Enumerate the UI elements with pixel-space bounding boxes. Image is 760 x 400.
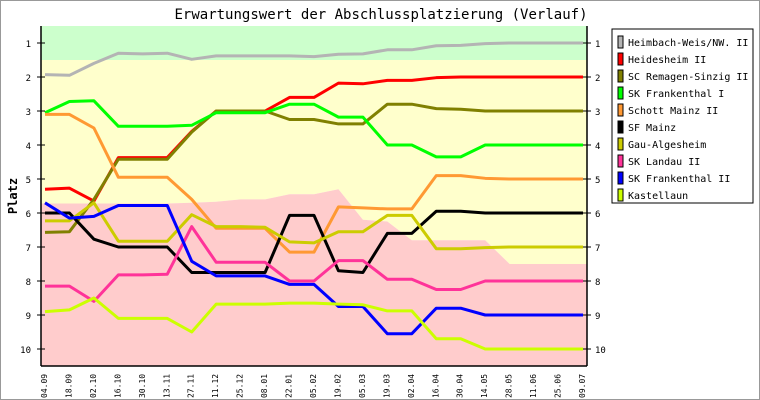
x-tick-label: 02.04 <box>407 374 416 398</box>
legend-swatch <box>617 69 624 83</box>
legend-swatch <box>617 154 624 168</box>
zone-midfield <box>41 60 587 264</box>
legend-swatch <box>617 35 624 49</box>
y-tick-label-left: 9 <box>26 312 31 322</box>
x-tick-label: 28.05 <box>505 374 514 398</box>
legend-label: SK Landau II <box>628 157 700 168</box>
series-line-4 <box>45 112 583 254</box>
legend-label: SK Frankenthal II <box>628 174 730 185</box>
series-line-0 <box>44 41 583 77</box>
x-tick-label: 02.10 <box>89 374 98 398</box>
x-tick-label: 11.06 <box>529 374 538 398</box>
y-tick-label-right: 4 <box>595 142 600 152</box>
y-tick-label-left: 10 <box>20 346 31 356</box>
series-line-8 <box>44 201 583 336</box>
series-line-1 <box>44 75 583 203</box>
legend-label: SC Remagen-Sinzig II <box>628 72 748 83</box>
x-tick-label: 04.09 <box>40 374 49 398</box>
legend-box <box>611 28 754 204</box>
legend-swatch <box>617 171 624 185</box>
x-tick-label: 13.11 <box>162 374 171 398</box>
legend-swatch <box>617 86 624 100</box>
legend-swatch <box>617 52 624 66</box>
x-tick-label: 30.04 <box>456 374 465 398</box>
y-tick-label-right: 2 <box>595 74 600 84</box>
y-tick-label-right: 10 <box>595 346 606 356</box>
y-tick-label-right: 8 <box>595 278 600 288</box>
x-tick-label: 16.04 <box>431 374 440 398</box>
legend-label: Heimbach-Weis/NW. II <box>628 38 748 49</box>
x-tick-label: 11.12 <box>211 374 220 398</box>
legend-label: SF Mainz <box>628 123 676 134</box>
x-tick-label: 09.07 <box>578 374 587 398</box>
series-line-2 <box>44 102 583 234</box>
x-tick-label: 22.01 <box>285 374 294 398</box>
legend-label: Schott Mainz II <box>628 106 718 117</box>
y-tick-label-right: 5 <box>595 176 600 186</box>
y-tick-label-right: 6 <box>595 210 600 220</box>
y-tick-label-right: 7 <box>595 244 600 254</box>
x-tick-label: 14.05 <box>480 374 489 398</box>
chart-title: Erwartungswert der Abschlussplatzierung … <box>174 7 587 23</box>
series-line-9 <box>44 296 583 351</box>
legend-swatch <box>617 188 624 202</box>
x-tick-label: 30.10 <box>138 374 147 398</box>
legend-swatch <box>617 137 624 151</box>
y-tick-label-left: 3 <box>26 108 31 118</box>
zone-relegation <box>41 189 587 366</box>
x-tick-label: 19.02 <box>333 374 342 398</box>
series-line-3 <box>44 99 583 159</box>
y-tick-label-left: 4 <box>26 142 31 152</box>
x-tick-label: 25.06 <box>554 374 563 398</box>
y-tick-label-right: 9 <box>595 312 600 322</box>
y-tick-label-left: 1 <box>26 40 31 50</box>
y-tick-label-left: 8 <box>26 278 31 288</box>
x-tick-label: 05.02 <box>309 374 318 398</box>
legend-label: Gau-Algesheim <box>628 140 706 151</box>
legend-label: Kastellaun <box>628 191 688 202</box>
x-tick-label: 27.11 <box>187 374 196 398</box>
legend-swatch <box>617 120 624 134</box>
y-tick-label-left: 7 <box>26 244 31 254</box>
legend-label: SK Frankenthal I <box>628 89 724 100</box>
y-tick-label-left: 5 <box>26 176 31 186</box>
series-line-5 <box>45 209 583 274</box>
y-tick-label-right: 3 <box>595 108 600 118</box>
y-tick-label-right: 1 <box>595 40 600 50</box>
y-tick-label-left: 2 <box>26 74 31 84</box>
zone-promotion <box>41 26 587 60</box>
x-tick-label: 18.09 <box>64 374 73 398</box>
y-tick-label-left: 6 <box>26 210 31 220</box>
series-line-6 <box>45 201 583 251</box>
series-line-7 <box>45 225 583 303</box>
x-tick-label: 16.10 <box>113 374 122 398</box>
x-tick-label: 08.01 <box>260 374 269 398</box>
legend-label: Heidesheim II <box>628 55 706 66</box>
x-tick-label: 19.03 <box>382 374 391 398</box>
x-tick-label: 25.12 <box>236 374 245 398</box>
legend-swatch <box>617 103 624 117</box>
y-axis-label: Platz <box>6 178 20 214</box>
x-tick-label: 05.03 <box>358 374 367 398</box>
